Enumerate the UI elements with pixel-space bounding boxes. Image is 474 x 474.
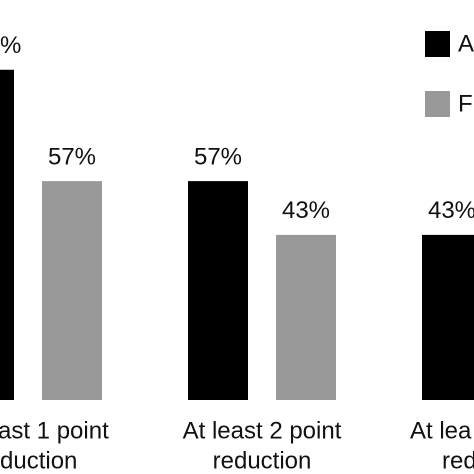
legend-swatch bbox=[425, 91, 450, 117]
bar bbox=[276, 234, 336, 400]
value-label: % bbox=[0, 32, 21, 59]
bar bbox=[188, 181, 248, 400]
bar bbox=[0, 69, 14, 400]
value-label: 57% bbox=[48, 143, 96, 170]
value-label: 43% bbox=[282, 197, 330, 224]
legend-swatch bbox=[425, 31, 450, 57]
legend-label: A bbox=[458, 30, 474, 57]
value-label: 57% bbox=[194, 143, 242, 170]
x-tick-label: At lea bbox=[410, 417, 472, 444]
legend-label: F bbox=[458, 90, 473, 117]
bar bbox=[422, 234, 474, 400]
value-label: 43% bbox=[428, 197, 474, 224]
x-tick-label: reduction bbox=[213, 447, 312, 474]
bar bbox=[42, 181, 102, 400]
x-tick-label: At least 2 point bbox=[183, 417, 342, 444]
x-tick-label: ast 1 point bbox=[0, 417, 109, 444]
x-tick-label: duction bbox=[0, 447, 77, 474]
x-tick-label: red bbox=[442, 447, 474, 474]
